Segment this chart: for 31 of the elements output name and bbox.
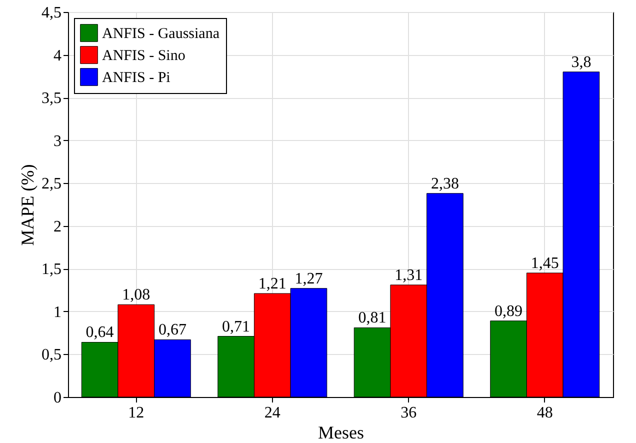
data-label: 3,8 [571,54,592,71]
y-tick-label: 1 [54,304,62,321]
data-label: 0,67 [158,322,186,339]
data-label: 0,64 [86,324,114,342]
data-label: 1,31 [394,266,423,284]
x-tick-label: 24 [264,404,280,422]
x-axis-title: Meses [318,422,364,442]
data-label: 2,38 [430,175,459,192]
y-tick-label: 0,5 [42,346,62,364]
data-label: 1,08 [122,286,150,304]
data-label: 0,81 [358,310,386,327]
y-axis-title: MAPE (%) [18,164,38,246]
x-tick-label: 12 [128,404,144,422]
y-tick-label: 1,5 [42,261,62,278]
y-tick-label: 0 [54,390,62,406]
y-tick-label: 2 [54,218,62,236]
y-tick-label: 4 [54,47,62,64]
data-label: 1,21 [258,275,286,292]
legend-label: ANFIS - Sino [102,48,186,64]
y-tick-label: 4,5 [42,4,62,22]
legend-label: ANFIS - Pi [102,70,170,86]
y-tick-label: 3,5 [42,90,62,108]
x-tick-label: 48 [536,404,553,422]
data-label: 1,27 [294,270,323,288]
data-label: 1,45 [530,254,559,272]
y-tick-label: 2,5 [42,176,62,193]
y-tick-label: 3 [54,132,62,150]
data-label: 0,89 [494,302,523,320]
data-label: 0,71 [222,318,250,336]
legend-label: ANFIS - Gaussiana [102,26,220,42]
x-tick-label: 36 [400,404,417,422]
